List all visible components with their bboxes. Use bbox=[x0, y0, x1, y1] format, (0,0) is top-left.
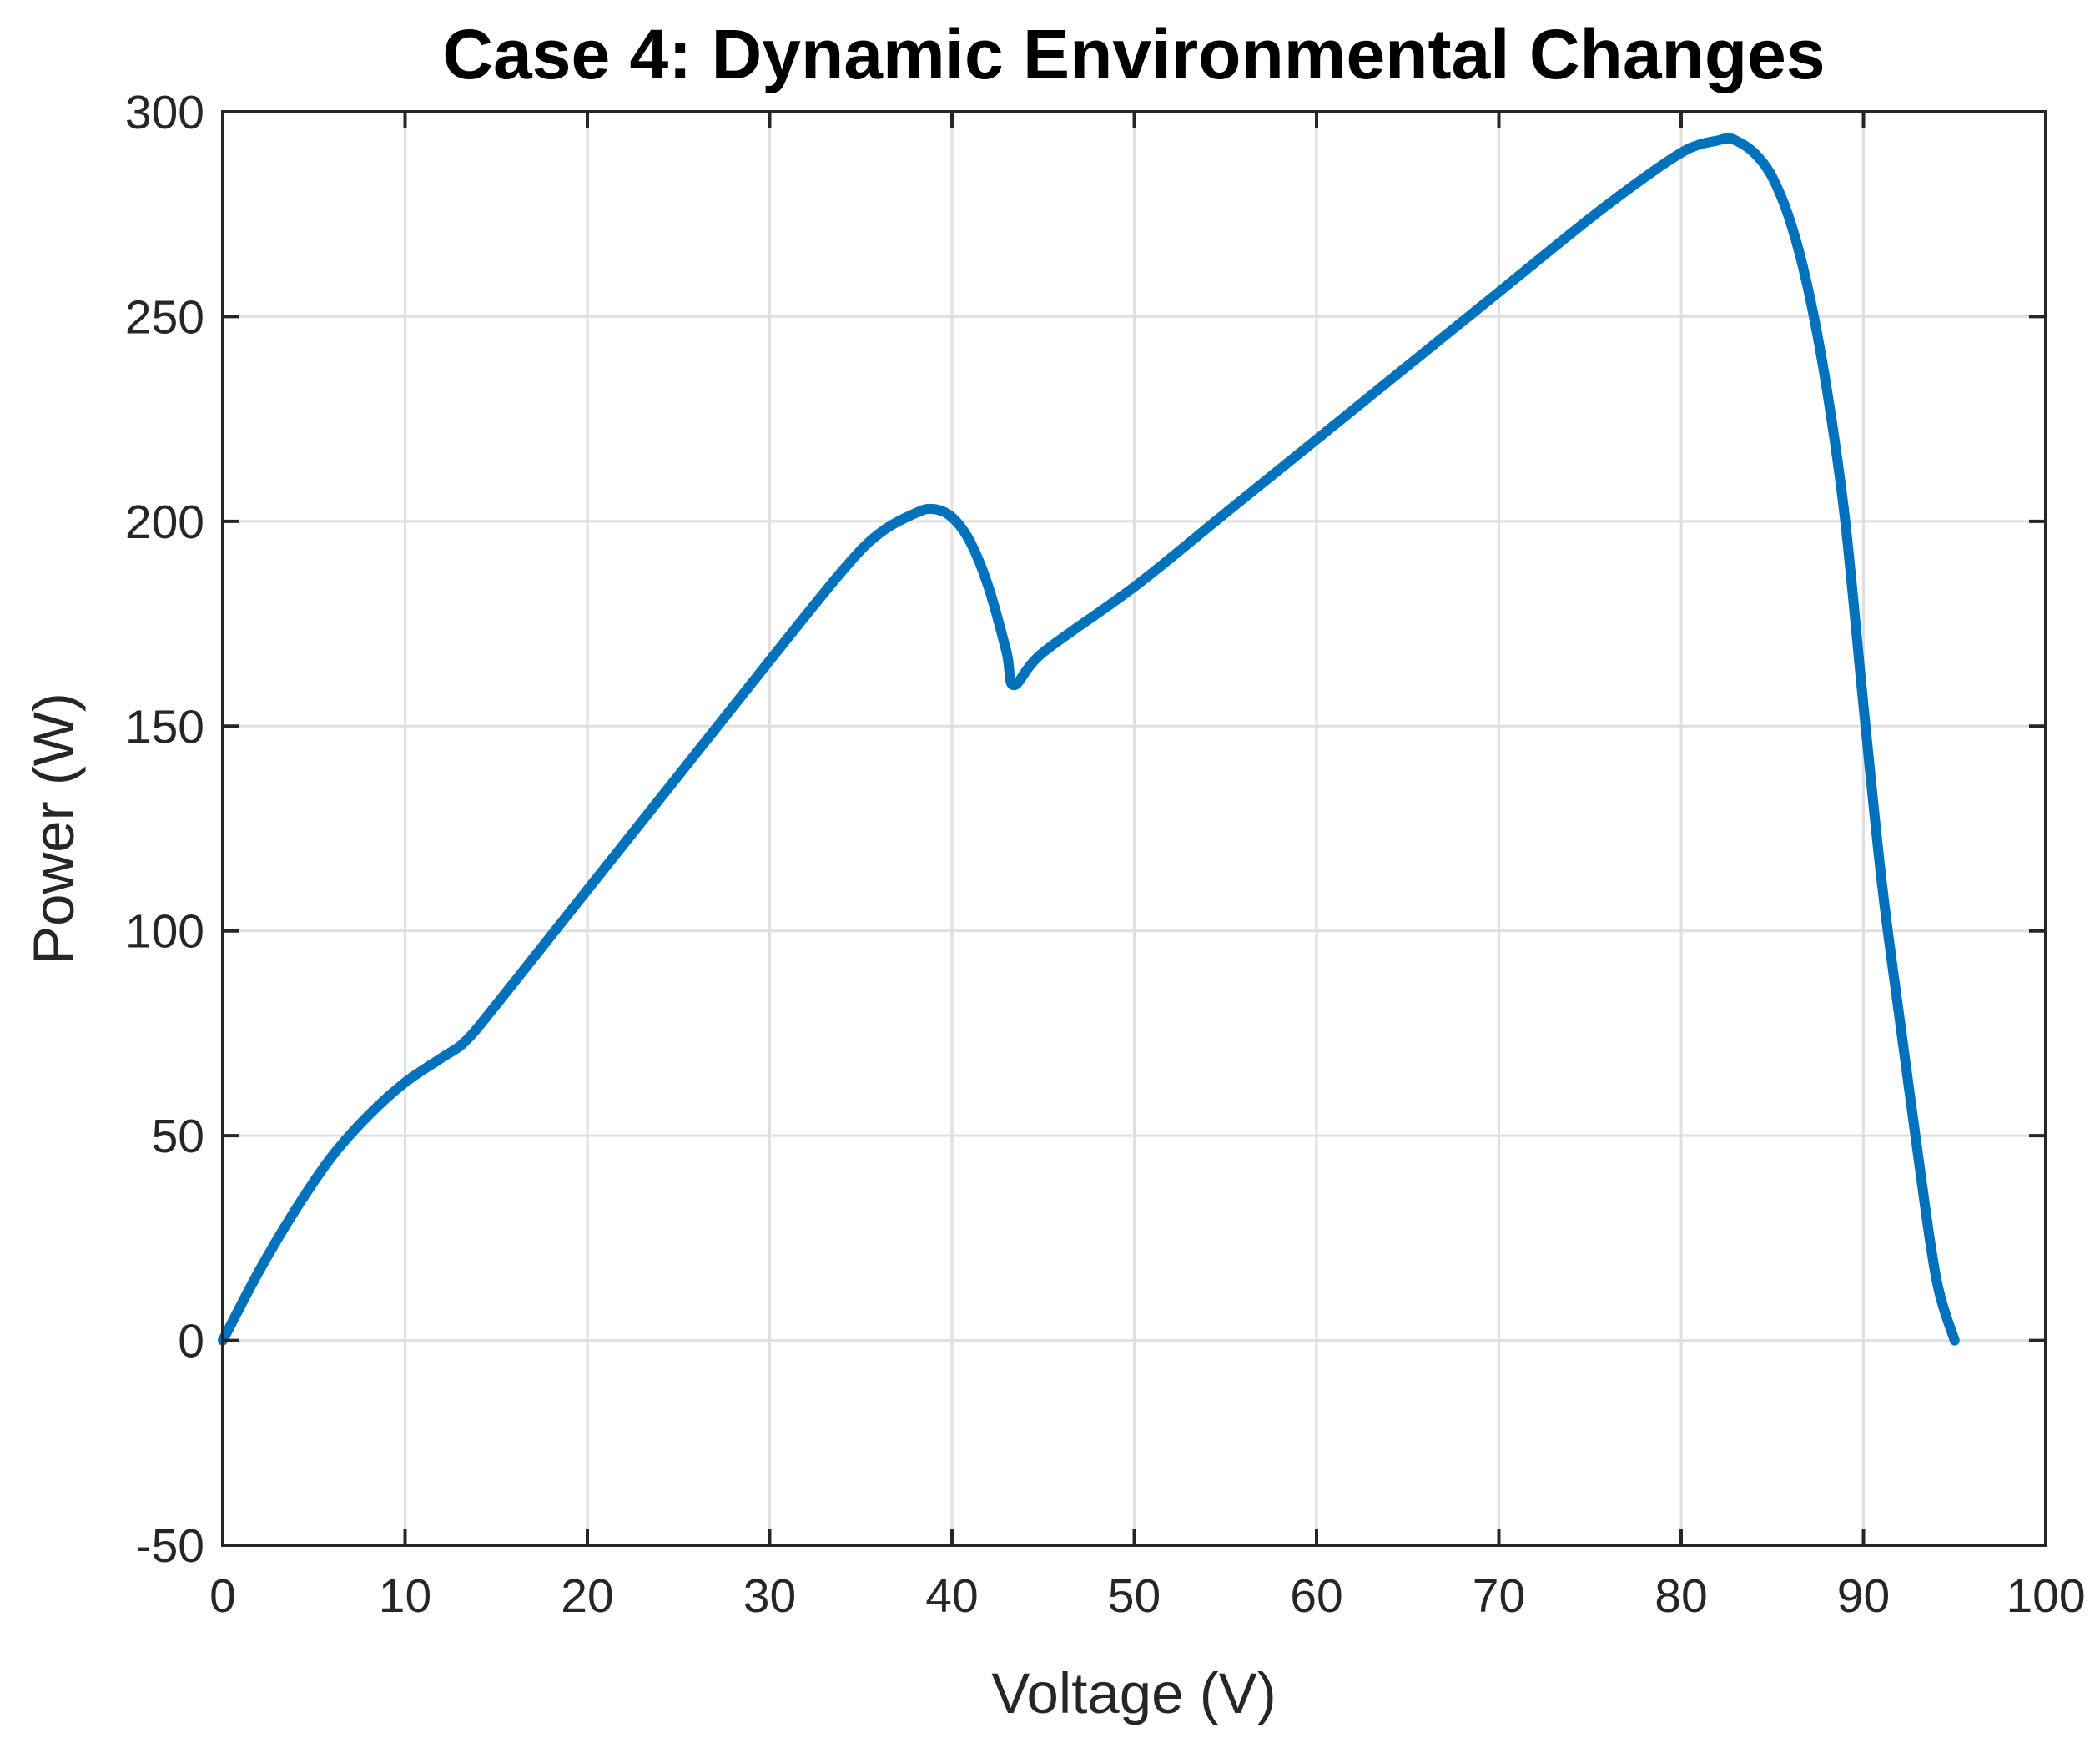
chart-title: Case 4: Dynamic Environmental Changes bbox=[442, 15, 1825, 93]
x-tick-label: 0 bbox=[209, 1569, 236, 1623]
y-axis-label: Power (W) bbox=[22, 693, 86, 965]
x-tick-label: 80 bbox=[1654, 1569, 1707, 1623]
y-tick-labels: -50 0 50 100 150 200 250 300 bbox=[125, 86, 204, 1573]
x-tick-labels: 0 10 20 30 40 50 60 70 80 90 100 bbox=[209, 1569, 2085, 1623]
x-tick-label: 50 bbox=[1108, 1569, 1161, 1623]
tick-marks bbox=[221, 110, 2047, 1547]
y-tick-label: 300 bbox=[125, 86, 204, 139]
y-tick-label: -50 bbox=[136, 1519, 204, 1573]
y-tick-label: 50 bbox=[152, 1110, 204, 1163]
x-tick-label: 60 bbox=[1290, 1569, 1342, 1623]
x-tick-label: 20 bbox=[561, 1569, 613, 1623]
grid-lines bbox=[223, 112, 2046, 1545]
y-tick-label: 250 bbox=[125, 290, 204, 344]
series-layer bbox=[218, 133, 1960, 1346]
x-tick-label: 10 bbox=[379, 1569, 431, 1623]
y-tick-label: 0 bbox=[178, 1315, 204, 1368]
x-tick-label: 90 bbox=[1837, 1569, 1890, 1623]
x-axis-label: Voltage (V) bbox=[991, 1661, 1276, 1725]
x-tick-label: 70 bbox=[1473, 1569, 1525, 1623]
y-tick-label: 150 bbox=[125, 700, 204, 753]
x-tick-label: 30 bbox=[743, 1569, 796, 1623]
x-tick-label: 40 bbox=[925, 1569, 978, 1623]
y-tick-label: 100 bbox=[125, 905, 204, 959]
x-tick-label: 100 bbox=[2006, 1569, 2085, 1623]
series-line-power-voltage bbox=[218, 133, 1960, 1346]
y-tick-label: 200 bbox=[125, 496, 204, 549]
